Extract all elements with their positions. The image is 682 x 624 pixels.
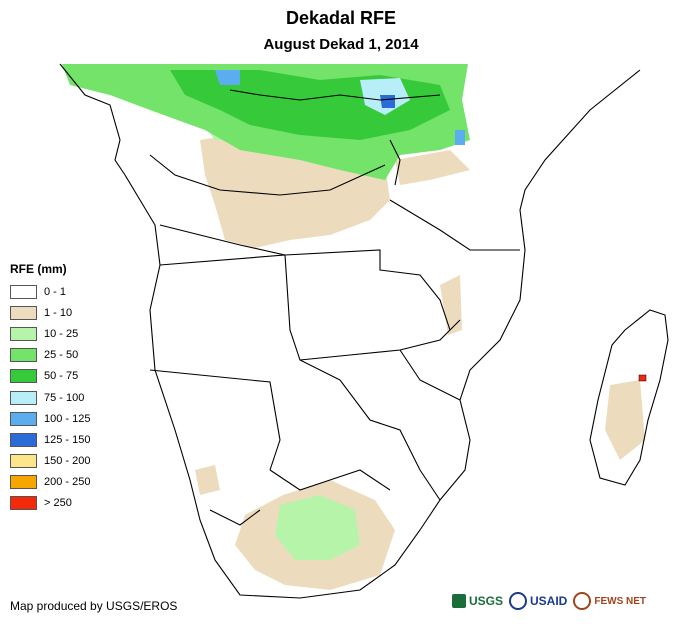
legend-label: 50 - 75 (44, 370, 79, 383)
usaid-logo-text: USAID (530, 594, 568, 608)
rfe-75-125-areas (215, 70, 465, 145)
map-title: Dekadal RFE (285, 8, 397, 28)
legend-swatch (10, 411, 37, 426)
legend-title: RFE (mm) (10, 262, 67, 276)
legend-label: 150 - 200 (44, 455, 91, 468)
legend: RFE (mm) 0 - 1 1 - 10 10 - 25 25 - 50 50… (10, 262, 90, 514)
usgs-logo-text: USGS (469, 594, 504, 608)
fews-net-logo-text: FEWS NET (594, 595, 647, 607)
legend-label: 0 - 1 (44, 285, 67, 298)
legend-swatch (10, 326, 37, 341)
legend-label: 200 - 250 (44, 476, 91, 489)
legend-item: 50 - 75 (10, 366, 90, 387)
legend-item: 100 - 125 (10, 408, 90, 429)
legend-item: 200 - 250 (10, 472, 90, 493)
legend-label: 10 - 25 (44, 327, 79, 340)
legend-swatch (10, 369, 37, 384)
legend-item: 125 - 150 (10, 429, 90, 450)
fews-net-seal-icon (573, 592, 592, 610)
usaid-logo: USAID (509, 592, 567, 610)
legend-label: 125 - 150 (44, 433, 91, 446)
legend-swatch (10, 390, 37, 405)
usaid-seal-icon (509, 592, 528, 610)
legend-swatch (10, 475, 37, 490)
map-credit: Map produced by USGS/EROS (10, 599, 178, 613)
partner-logos: USGS USAID FEWS NET (452, 585, 678, 617)
legend-swatch (10, 284, 37, 299)
country-borders (59, 63, 669, 599)
rfe-1-10-areas (195, 130, 645, 590)
legend-item: 150 - 200 (10, 451, 90, 472)
usgs-logo-icon (452, 594, 466, 608)
map-subtitle: August Dekad 1, 2014 (263, 36, 419, 53)
fews-net-logo: FEWS NET (573, 592, 646, 610)
legend-label: 75 - 100 (44, 391, 85, 404)
legend-item: 1 - 10 (10, 302, 90, 323)
legend-item: 10 - 25 (10, 323, 90, 344)
legend-label: 100 - 125 (44, 412, 91, 425)
legend-swatch (10, 496, 37, 511)
rfe-gt-250-spot (638, 374, 647, 382)
legend-label: 1 - 10 (44, 306, 73, 319)
legend-item: 75 - 100 (10, 387, 90, 408)
legend-swatch (10, 348, 37, 363)
legend-swatch (10, 432, 37, 447)
legend-swatch (10, 305, 37, 320)
legend-item: 0 - 1 (10, 281, 90, 302)
legend-label: 25 - 50 (44, 349, 79, 362)
legend-item: > 250 (10, 493, 90, 514)
legend-label: > 250 (44, 497, 72, 510)
usgs-logo: USGS (452, 594, 503, 608)
legend-swatch (10, 454, 37, 469)
legend-item: 25 - 50 (10, 345, 90, 366)
